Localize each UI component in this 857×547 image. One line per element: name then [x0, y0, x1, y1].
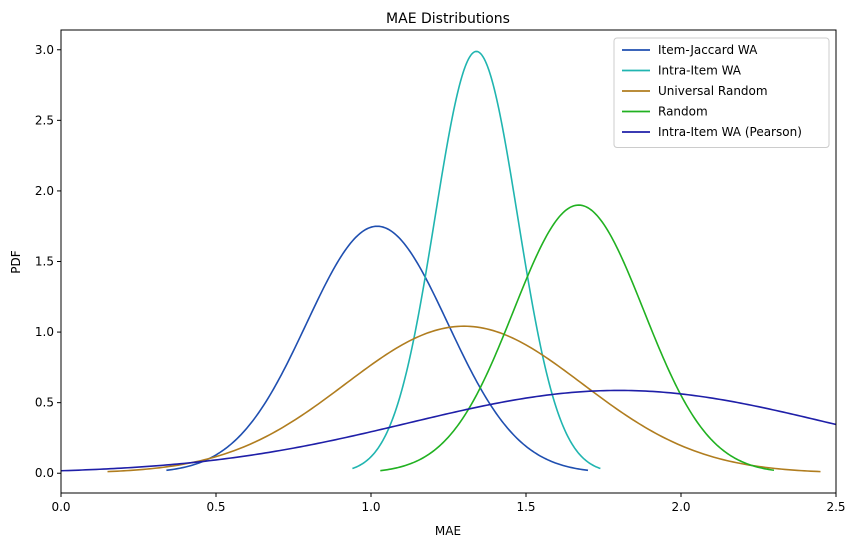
x-tick-label: 0.5 — [206, 500, 225, 514]
chart-title: MAE Distributions — [386, 11, 510, 27]
legend-label: Universal Random — [658, 84, 768, 98]
legend-box — [613, 37, 830, 148]
series-line-1 — [166, 225, 589, 472]
y-tick-label: 0.0 — [35, 466, 54, 480]
x-tick-label: 2.0 — [671, 500, 690, 514]
legend-label: Item-Jaccard WA — [658, 43, 758, 57]
y-axis-label: PDF — [9, 250, 23, 273]
series-line-5 — [61, 389, 836, 472]
legend-label: Random — [658, 105, 708, 119]
x-tick-label: 1.5 — [516, 500, 535, 514]
x-tick-label: 0.0 — [51, 500, 70, 514]
y-tick-label: 3.0 — [35, 43, 54, 57]
x-axis-label: MAE — [435, 524, 461, 538]
y-tick-label: 1.5 — [35, 255, 54, 269]
y-tick-label: 1.0 — [35, 325, 54, 339]
legend-label: Intra-Item WA — [658, 64, 742, 78]
x-tick-label: 2.5 — [826, 500, 845, 514]
x-axis-ticks: 0.0 0.5 1.0 1.5 2.0 2.5 — [51, 493, 846, 514]
y-tick-label: 0.5 — [35, 396, 54, 410]
legend: Item-Jaccard WA Intra-Item WA Universal Ra… — [613, 37, 830, 148]
series-line-4 — [380, 204, 775, 472]
legend-label: Intra-Item WA (Pearson) — [658, 125, 802, 139]
x-tick-label: 1.0 — [361, 500, 380, 514]
series-line-3 — [107, 325, 821, 473]
series-layer — [61, 50, 836, 473]
y-tick-label: 2.5 — [35, 113, 54, 127]
series-line-2 — [352, 50, 601, 470]
y-tick-label: 2.0 — [35, 184, 54, 198]
y-axis-ticks: 0.0 0.5 1.0 1.5 2.0 2.5 3.0 — [35, 43, 61, 480]
